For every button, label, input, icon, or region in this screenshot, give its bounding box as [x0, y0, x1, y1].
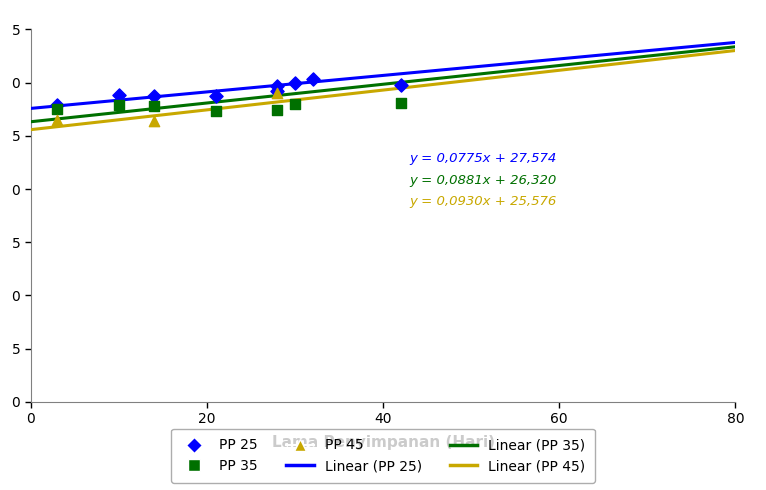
Point — [271, 106, 283, 114]
Point — [51, 105, 64, 113]
Point — [148, 117, 160, 125]
Point — [210, 93, 222, 100]
Point — [51, 101, 64, 109]
Point — [210, 107, 222, 115]
Text: y = 0,0930x + 25,576: y = 0,0930x + 25,576 — [410, 195, 557, 208]
Point — [51, 116, 64, 124]
Point — [148, 102, 160, 110]
Text: y = 0,0775x + 27,574: y = 0,0775x + 27,574 — [410, 152, 557, 166]
Point — [113, 92, 125, 99]
Point — [271, 87, 283, 95]
Legend: PP 25, PP 35, PP 45, Linear (PP 25), Linear (PP 35), Linear (PP 45): PP 25, PP 35, PP 45, Linear (PP 25), Lin… — [171, 429, 595, 483]
Point — [271, 82, 283, 90]
Point — [394, 81, 407, 89]
Text: y = 0,0881x + 26,320: y = 0,0881x + 26,320 — [410, 173, 557, 187]
Point — [394, 99, 407, 107]
Point — [289, 100, 301, 108]
Point — [271, 89, 283, 97]
Point — [148, 93, 160, 100]
Point — [289, 79, 301, 87]
Point — [113, 101, 125, 109]
X-axis label: Lama Penyimpanan (Hari): Lama Penyimpanan (Hari) — [271, 435, 495, 449]
Point — [306, 75, 319, 83]
